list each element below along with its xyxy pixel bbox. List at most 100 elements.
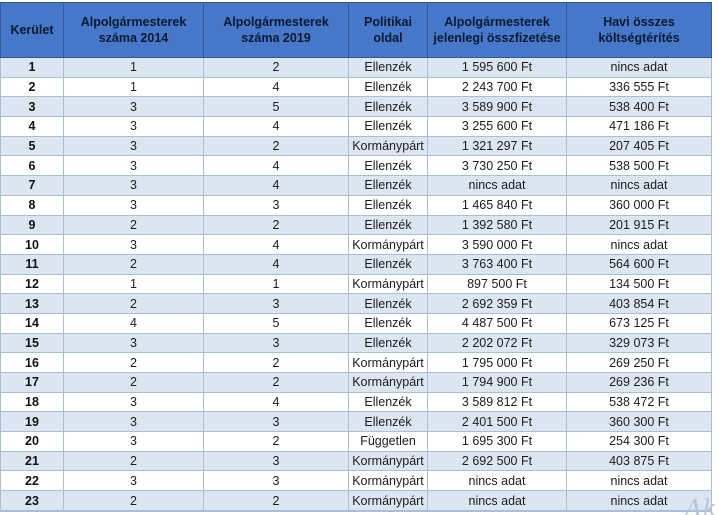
table-row: 14 4 5 Ellenzék 4 487 500 Ft 673 125 Ft <box>0 312 712 334</box>
cell-kerulet: 10 <box>0 234 64 255</box>
cell-politikai-oldal: Független <box>348 431 428 452</box>
cell-kerulet: 14 <box>0 312 64 334</box>
cell-kerulet: 12 <box>0 273 64 295</box>
cell-szama-2014: 1 <box>63 76 204 98</box>
cell-szama-2014: 3 <box>63 194 204 216</box>
cell-koltsegterites: 201 915 Ft <box>566 214 712 236</box>
cell-politikai-oldal: Kormánypárt <box>348 490 428 513</box>
cell-kerulet: 15 <box>0 332 64 354</box>
cell-szama-2014: 4 <box>63 312 204 334</box>
cell-koltsegterites: 134 500 Ft <box>566 273 712 295</box>
cell-szama-2019: 4 <box>203 175 349 196</box>
cell-szama-2019: 3 <box>203 293 349 314</box>
cell-osszfizetes: 1 695 300 Ft <box>427 431 567 452</box>
cell-koltsegterites: 360 000 Ft <box>566 194 712 216</box>
cell-kerulet: 22 <box>0 470 64 492</box>
cell-politikai-oldal: Ellenzék <box>348 214 428 236</box>
cell-politikai-oldal: Kormánypárt <box>348 273 428 295</box>
cell-osszfizetes: 1 795 000 Ft <box>427 352 567 373</box>
cell-kerulet: 16 <box>0 352 64 373</box>
cell-szama-2019: 3 <box>203 332 349 354</box>
cell-kerulet: 19 <box>0 411 64 433</box>
cell-osszfizetes: 1 794 900 Ft <box>427 372 567 393</box>
cell-koltsegterites: 673 125 Ft <box>566 312 712 334</box>
cell-osszfizetes: nincs adat <box>427 470 567 492</box>
cell-kerulet: 20 <box>0 431 64 452</box>
cell-osszfizetes: 4 487 500 Ft <box>427 312 567 334</box>
cell-szama-2019: 2 <box>203 431 349 452</box>
cell-kerulet: 23 <box>0 490 64 513</box>
cell-kerulet: 18 <box>0 391 64 413</box>
col-header-koltsegterites: Havi összes költségtérítés <box>566 2 712 58</box>
cell-politikai-oldal: Ellenzék <box>348 155 428 177</box>
table-row: 21 2 3 Kormánypárt 2 692 500 Ft 403 875 … <box>0 450 712 472</box>
cell-osszfizetes: 1 465 840 Ft <box>427 194 567 216</box>
cell-szama-2019: 4 <box>203 155 349 177</box>
cell-kerulet: 3 <box>0 96 64 118</box>
cell-koltsegterites: 403 875 Ft <box>566 450 712 472</box>
table-row: 13 2 3 Ellenzék 2 692 359 Ft 403 854 Ft <box>0 293 712 314</box>
cell-szama-2019: 4 <box>203 253 349 275</box>
cell-politikai-oldal: Ellenzék <box>348 175 428 196</box>
cell-osszfizetes: 3 589 812 Ft <box>427 391 567 413</box>
cell-szama-2014: 3 <box>63 96 204 118</box>
cell-koltsegterites: nincs adat <box>566 470 712 492</box>
table-row: 19 3 3 Ellenzék 2 401 500 Ft 360 300 Ft <box>0 411 712 433</box>
table-row: 1 1 2 Ellenzék 1 595 600 Ft nincs adat <box>0 57 712 78</box>
cell-kerulet: 8 <box>0 194 64 216</box>
cell-politikai-oldal: Ellenzék <box>348 332 428 354</box>
table-row: 18 3 4 Ellenzék 3 589 812 Ft 538 472 Ft <box>0 391 712 413</box>
cell-osszfizetes: nincs adat <box>427 490 567 513</box>
cell-osszfizetes: 1 321 297 Ft <box>427 135 567 157</box>
cell-szama-2019: 4 <box>203 76 349 98</box>
cell-koltsegterites: 336 555 Ft <box>566 76 712 98</box>
cell-kerulet: 17 <box>0 372 64 393</box>
cell-koltsegterites: 538 400 Ft <box>566 96 712 118</box>
cell-szama-2019: 2 <box>203 214 349 236</box>
col-header-szama-2019: Alpolgármesterek száma 2019 <box>203 2 349 58</box>
cell-osszfizetes: 897 500 Ft <box>427 273 567 295</box>
cell-szama-2019: 5 <box>203 312 349 334</box>
cell-szama-2019: 2 <box>203 57 349 78</box>
cell-koltsegterites: 538 500 Ft <box>566 155 712 177</box>
cell-kerulet: 21 <box>0 450 64 472</box>
cell-kerulet: 9 <box>0 214 64 236</box>
cell-politikai-oldal: Ellenzék <box>348 253 428 275</box>
cell-politikai-oldal: Ellenzék <box>348 312 428 334</box>
cell-osszfizetes: 2 692 359 Ft <box>427 293 567 314</box>
cell-szama-2014: 2 <box>63 490 204 513</box>
cell-koltsegterites: nincs adat <box>566 234 712 255</box>
cell-politikai-oldal: Ellenzék <box>348 76 428 98</box>
cell-szama-2019: 2 <box>203 135 349 157</box>
cell-szama-2019: 4 <box>203 234 349 255</box>
table-row: 5 3 2 Kormánypárt 1 321 297 Ft 207 405 F… <box>0 135 712 157</box>
cell-szama-2019: 3 <box>203 194 349 216</box>
cell-politikai-oldal: Kormánypárt <box>348 352 428 373</box>
cell-szama-2014: 3 <box>63 135 204 157</box>
cell-szama-2019: 5 <box>203 96 349 118</box>
cell-politikai-oldal: Ellenzék <box>348 57 428 78</box>
cell-szama-2014: 3 <box>63 470 204 492</box>
cell-osszfizetes: 2 243 700 Ft <box>427 76 567 98</box>
cell-koltsegterites: 471 186 Ft <box>566 116 712 137</box>
table-row: 4 3 4 Ellenzék 3 255 600 Ft 471 186 Ft <box>0 116 712 137</box>
table-row: 3 3 5 Ellenzék 3 589 900 Ft 538 400 Ft <box>0 96 712 118</box>
cell-osszfizetes: 3 763 400 Ft <box>427 253 567 275</box>
cell-szama-2014: 3 <box>63 234 204 255</box>
table-row: 15 3 3 Ellenzék 2 202 072 Ft 329 073 Ft <box>0 332 712 354</box>
cell-szama-2014: 3 <box>63 155 204 177</box>
cell-osszfizetes: 3 590 000 Ft <box>427 234 567 255</box>
cell-kerulet: 7 <box>0 175 64 196</box>
cell-koltsegterites: nincs adat <box>566 175 712 196</box>
cell-kerulet: 13 <box>0 293 64 314</box>
cell-szama-2014: 3 <box>63 175 204 196</box>
table-row: 9 2 2 Ellenzék 1 392 580 Ft 201 915 Ft <box>0 214 712 236</box>
cell-politikai-oldal: Ellenzék <box>348 194 428 216</box>
table-row: 23 2 2 Kormánypárt nincs adat nincs adat <box>0 490 712 513</box>
table-row: 10 3 4 Kormánypárt 3 590 000 Ft nincs ad… <box>0 234 712 255</box>
cell-kerulet: 5 <box>0 135 64 157</box>
cell-szama-2019: 3 <box>203 450 349 472</box>
cell-szama-2019: 4 <box>203 116 349 137</box>
cell-koltsegterites: nincs adat <box>566 57 712 78</box>
